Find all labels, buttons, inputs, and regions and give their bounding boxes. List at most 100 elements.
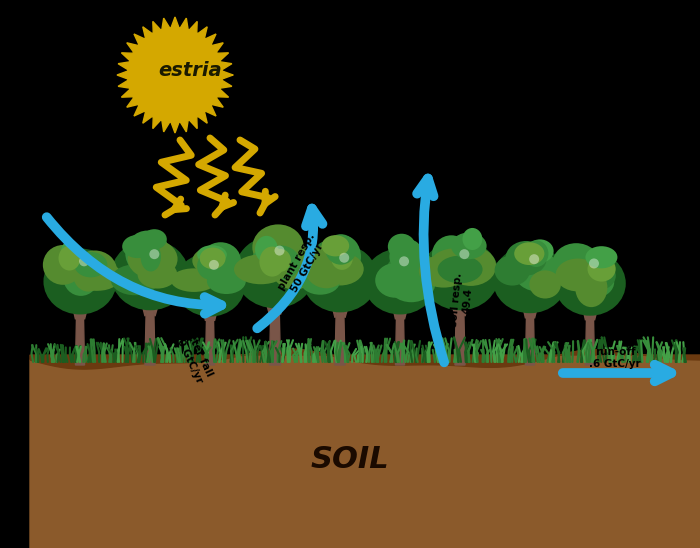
Ellipse shape — [302, 244, 378, 312]
Circle shape — [209, 260, 219, 270]
Ellipse shape — [493, 246, 567, 313]
Ellipse shape — [526, 239, 554, 262]
Ellipse shape — [251, 246, 302, 277]
Text: run-off
.6 GtC/yr: run-off .6 GtC/yr — [589, 347, 640, 369]
Ellipse shape — [505, 241, 547, 276]
Ellipse shape — [552, 243, 600, 283]
Circle shape — [127, 27, 223, 123]
Ellipse shape — [585, 246, 617, 269]
Polygon shape — [258, 265, 275, 315]
Ellipse shape — [234, 254, 288, 284]
Polygon shape — [530, 273, 543, 318]
Ellipse shape — [419, 255, 468, 288]
Polygon shape — [30, 349, 700, 369]
Ellipse shape — [592, 251, 610, 274]
Polygon shape — [455, 295, 465, 365]
Ellipse shape — [463, 228, 482, 250]
Ellipse shape — [270, 249, 291, 272]
Polygon shape — [325, 268, 340, 318]
Polygon shape — [206, 302, 214, 365]
Ellipse shape — [260, 246, 300, 280]
Ellipse shape — [438, 256, 482, 283]
Text: estria: estria — [158, 60, 222, 79]
Polygon shape — [145, 295, 155, 365]
Ellipse shape — [207, 268, 246, 294]
Ellipse shape — [127, 239, 178, 278]
Polygon shape — [445, 266, 460, 316]
Ellipse shape — [300, 267, 340, 295]
Ellipse shape — [321, 235, 349, 256]
Ellipse shape — [445, 246, 496, 286]
Ellipse shape — [193, 247, 235, 275]
Ellipse shape — [587, 256, 616, 282]
Ellipse shape — [316, 253, 364, 286]
Polygon shape — [270, 293, 281, 365]
Ellipse shape — [524, 241, 548, 267]
Polygon shape — [590, 275, 603, 320]
Text: soil resp.
49.4: soil resp. 49.4 — [449, 272, 475, 328]
Ellipse shape — [122, 235, 153, 258]
Ellipse shape — [326, 234, 356, 265]
Polygon shape — [517, 269, 530, 318]
Ellipse shape — [375, 263, 415, 298]
Ellipse shape — [578, 266, 614, 298]
Polygon shape — [135, 266, 150, 316]
Ellipse shape — [197, 253, 223, 279]
Polygon shape — [210, 276, 223, 321]
Circle shape — [79, 256, 89, 266]
Circle shape — [459, 249, 469, 259]
Ellipse shape — [271, 244, 318, 289]
Ellipse shape — [111, 240, 189, 310]
Ellipse shape — [260, 247, 285, 277]
Circle shape — [149, 249, 160, 259]
Ellipse shape — [61, 241, 79, 267]
Ellipse shape — [74, 252, 107, 277]
Polygon shape — [76, 300, 85, 365]
Text: SOIL: SOIL — [311, 446, 389, 475]
Ellipse shape — [197, 246, 227, 264]
Ellipse shape — [255, 236, 278, 262]
Ellipse shape — [72, 250, 117, 290]
Ellipse shape — [421, 240, 499, 310]
Circle shape — [274, 246, 284, 255]
Ellipse shape — [141, 242, 161, 271]
Ellipse shape — [326, 236, 361, 278]
Polygon shape — [66, 269, 80, 319]
Polygon shape — [30, 349, 700, 548]
Ellipse shape — [514, 252, 558, 280]
Circle shape — [529, 254, 539, 264]
Ellipse shape — [175, 253, 245, 317]
Ellipse shape — [111, 265, 159, 295]
Ellipse shape — [556, 259, 600, 292]
Polygon shape — [577, 270, 590, 320]
Polygon shape — [526, 299, 535, 365]
Ellipse shape — [252, 224, 304, 270]
Ellipse shape — [43, 245, 83, 285]
Ellipse shape — [73, 254, 104, 292]
Polygon shape — [386, 269, 400, 319]
Ellipse shape — [495, 255, 530, 286]
Ellipse shape — [313, 239, 359, 270]
Ellipse shape — [514, 254, 563, 292]
Ellipse shape — [43, 248, 116, 315]
Ellipse shape — [387, 263, 435, 302]
Text: plant resp.
50 GtC/yr: plant resp. 50 GtC/yr — [276, 232, 328, 298]
Ellipse shape — [382, 261, 423, 295]
Ellipse shape — [200, 242, 241, 279]
Ellipse shape — [76, 261, 121, 291]
Ellipse shape — [171, 269, 217, 292]
Ellipse shape — [59, 246, 80, 271]
Ellipse shape — [393, 239, 421, 259]
Ellipse shape — [199, 248, 225, 269]
Polygon shape — [150, 271, 165, 316]
Circle shape — [399, 256, 409, 266]
Ellipse shape — [393, 251, 435, 282]
Ellipse shape — [234, 236, 315, 308]
Ellipse shape — [456, 237, 476, 259]
Polygon shape — [80, 275, 94, 319]
Polygon shape — [340, 273, 355, 318]
Ellipse shape — [432, 235, 471, 275]
Polygon shape — [335, 298, 345, 365]
Polygon shape — [460, 271, 475, 316]
Ellipse shape — [388, 233, 416, 259]
